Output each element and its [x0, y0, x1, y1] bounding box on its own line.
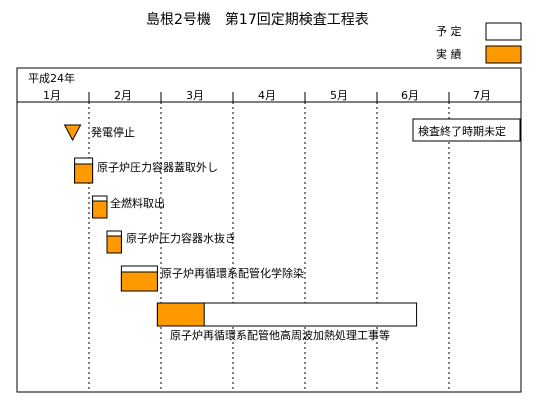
note-box	[412, 118, 521, 142]
task-4-label: 原子炉再循環系配管他高周波加熱処理工事等	[170, 328, 390, 342]
month-label-5: 5月	[330, 89, 348, 102]
month-label-6: 6月	[401, 89, 419, 102]
task-2-actual-bar	[106, 235, 122, 254]
task-2-label: 原子炉圧力容器水抜き	[126, 231, 236, 245]
month-label-2: 2月	[114, 89, 132, 102]
legend-actual-label: 実 績	[436, 47, 462, 61]
task-3-label: 原子炉再循環系配管化学除染	[161, 266, 304, 280]
month-label-1: 1月	[43, 89, 61, 102]
month-tick-group	[88, 92, 450, 392]
legend-plan-label: 予 定	[436, 24, 462, 38]
task-0-actual-bar	[74, 163, 94, 184]
year-label: 平成24年	[28, 71, 75, 85]
milestone-label: 発電停止	[91, 125, 135, 139]
month-label-3: 3月	[186, 89, 204, 102]
month-label-7: 7月	[473, 89, 491, 102]
chart-frame	[16, 67, 522, 393]
note-text: 検査終了時期未定	[418, 124, 506, 138]
month-label-4: 4月	[258, 89, 276, 102]
task-0-label: 原子炉圧力容器蓋取外し	[97, 160, 218, 174]
chart-title: 島根2号機 第17回定期検査工程表	[146, 11, 369, 28]
milestone-triangle	[63, 124, 82, 142]
task-1-label: 全燃料取出	[110, 196, 165, 210]
legend-plan-swatch	[485, 22, 522, 41]
legend-actual-swatch	[485, 45, 522, 64]
task-1-actual-bar	[92, 200, 108, 219]
task-3-actual-bar	[120, 271, 158, 292]
task-4-actual-bar	[156, 302, 205, 327]
